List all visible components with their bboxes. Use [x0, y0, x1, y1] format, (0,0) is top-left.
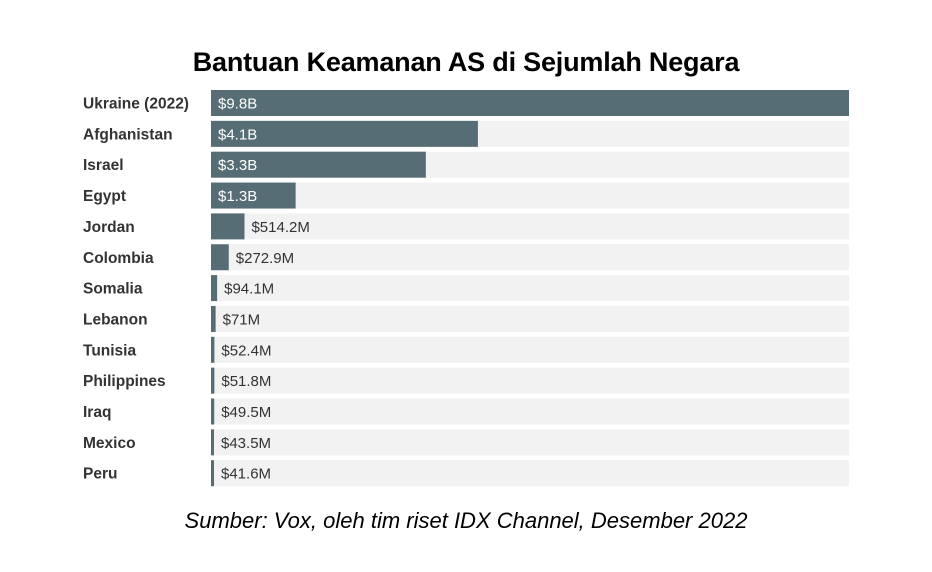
bar — [211, 244, 229, 271]
value-label: $1.3B — [218, 188, 257, 205]
bar — [211, 213, 245, 240]
bar — [211, 398, 215, 425]
bar — [211, 151, 426, 178]
bar-track — [211, 182, 849, 209]
value-label: $52.4M — [221, 342, 271, 359]
bar — [211, 460, 214, 487]
bar — [211, 120, 478, 147]
bar-track — [211, 275, 849, 302]
category-label: Afghanistan — [83, 126, 173, 143]
category-label: Ukraine (2022) — [83, 96, 189, 113]
category-label: Lebanon — [83, 311, 148, 328]
bar-track — [211, 305, 849, 332]
category-label: Tunisia — [83, 342, 136, 359]
bar — [211, 305, 216, 332]
bar-track — [211, 244, 849, 271]
value-label: $4.1B — [218, 126, 257, 143]
category-label: Colombia — [83, 250, 154, 267]
bar — [211, 336, 215, 363]
value-label: $43.5M — [221, 435, 271, 452]
bar-track — [211, 398, 849, 425]
bar — [211, 275, 218, 302]
category-label: Philippines — [83, 373, 166, 390]
category-label: Mexico — [83, 435, 136, 452]
bar-track — [211, 367, 849, 394]
category-label: Egypt — [83, 188, 126, 205]
bar — [211, 429, 214, 456]
bar — [211, 90, 849, 116]
value-label: $514.2M — [251, 219, 309, 236]
value-label: $71M — [223, 311, 261, 328]
bar-track — [211, 460, 849, 487]
value-label: $9.8B — [218, 96, 257, 113]
bar-track — [211, 336, 849, 363]
bar-track — [211, 429, 849, 456]
chart-title: Bantuan Keamanan AS di Sejumlah Negara — [192, 47, 740, 77]
source-note: Sumber: Vox, oleh tim riset IDX Channel,… — [184, 508, 748, 533]
value-label: $41.6M — [221, 466, 271, 483]
category-label: Israel — [83, 157, 124, 174]
value-label: $49.5M — [221, 404, 271, 421]
bar-track — [211, 213, 849, 240]
category-label: Iraq — [83, 404, 111, 421]
value-label: $272.9M — [236, 250, 294, 267]
value-label: $3.3B — [218, 157, 257, 174]
value-label: $51.8M — [221, 373, 271, 390]
bar — [211, 367, 215, 394]
category-label: Somalia — [83, 281, 143, 298]
value-label: $94.1M — [224, 281, 274, 298]
category-label: Peru — [83, 466, 117, 483]
category-label: Jordan — [83, 219, 135, 236]
bar — [211, 182, 296, 209]
